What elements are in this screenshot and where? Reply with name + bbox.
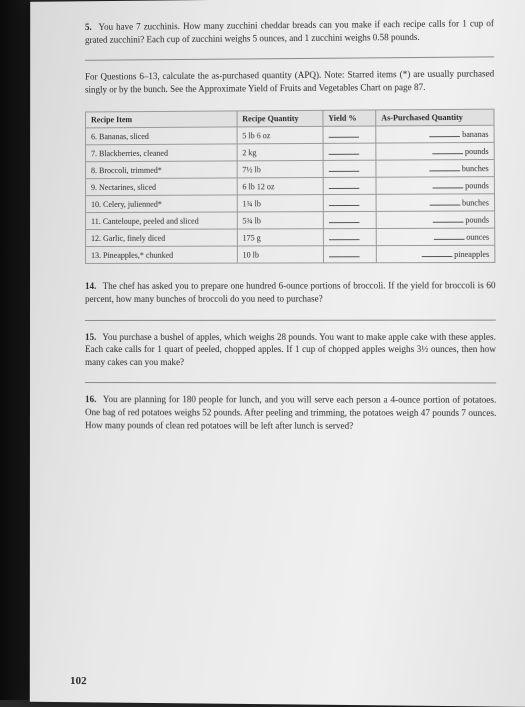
cell-item: 11. Canteloupe, peeled and sliced — [86, 212, 237, 230]
section-instructions: For Questions 6–13, calculate the as-pur… — [85, 68, 494, 96]
cell-apq: pineapples — [376, 246, 495, 263]
cell-apq: pounds — [376, 177, 495, 195]
cell-item: 7. Blackberries, cleaned — [86, 144, 237, 162]
cell-qty: 7½ lb — [237, 161, 323, 178]
table-row: 9. Nectarines, sliced6 lb 12 oz pounds — [86, 177, 495, 196]
cell-apq: bananas — [376, 126, 494, 144]
col-qty: Recipe Quantity — [237, 111, 323, 128]
question-number: 16. — [85, 394, 96, 404]
cell-apq: bunches — [376, 194, 495, 212]
question-number: 14. — [85, 281, 96, 291]
cell-yield — [323, 161, 376, 178]
cell-item: 6. Bananas, sliced — [86, 127, 237, 145]
page-number: 102 — [70, 675, 87, 687]
question-text: The chef has asked you to prepare one hu… — [85, 281, 496, 304]
cell-item: 9. Nectarines, sliced — [86, 178, 237, 196]
cell-item: 13. Pineapples,* chunked — [86, 246, 237, 263]
table-row: 13. Pineapples,* chunked10 lb pineapples — [86, 246, 495, 264]
question-text: You are planning for 180 people for lunc… — [85, 394, 496, 430]
table-row: 12. Garlic, finely diced175 g ounces — [86, 228, 495, 246]
cell-qty: 1¾ lb — [237, 195, 323, 212]
cell-item: 8. Broccoli, trimmed* — [86, 161, 237, 179]
question-number: 5. — [85, 22, 92, 32]
cell-yield — [323, 229, 376, 246]
col-apq: As-Purchased Quantity — [376, 110, 494, 127]
cell-qty: 5¾ lb — [237, 212, 323, 229]
question-text: You have 7 zucchinis. How many zucchini … — [85, 18, 494, 44]
divider — [85, 382, 496, 383]
col-yield: Yield % — [323, 110, 376, 126]
question-text: You purchase a bushel of apples, which w… — [85, 331, 496, 367]
cell-yield — [323, 126, 376, 143]
question-5: 5. You have 7 zucchinis. How many zucchi… — [85, 17, 494, 46]
cell-apq: ounces — [376, 228, 495, 246]
question-16: 16. You are planning for 180 people for … — [85, 393, 496, 432]
cell-apq: pounds — [376, 211, 495, 229]
table-row: 7. Blackberries, cleaned2 kg pounds — [86, 143, 495, 162]
cell-qty: 5 lb 6 oz — [237, 127, 323, 145]
apq-table: Recipe Item Recipe Quantity Yield % As-P… — [85, 109, 495, 264]
cell-item: 12. Garlic, finely diced — [86, 229, 237, 246]
cell-apq: bunches — [376, 160, 495, 178]
divider — [85, 57, 494, 61]
book-spine-shadow — [0, 0, 30, 700]
table-row: 10. Celery, julienned*1¾ lb bunches — [86, 194, 495, 213]
cell-qty: 10 lb — [237, 246, 323, 263]
table-row: 11. Canteloupe, peeled and sliced5¾ lb p… — [86, 211, 495, 230]
cell-yield — [323, 246, 376, 263]
question-14: 14. The chef has asked you to prepare on… — [85, 280, 496, 306]
cell-yield — [323, 178, 376, 195]
divider — [85, 319, 496, 320]
table-row: 8. Broccoli, trimmed*7½ lb bunches — [86, 160, 495, 179]
textbook-page: 5. You have 7 zucchinis. How many zucchi… — [30, 0, 525, 707]
col-item: Recipe Item — [86, 111, 237, 128]
cell-qty: 2 kg — [237, 144, 323, 162]
cell-item: 10. Celery, julienned* — [86, 195, 237, 213]
cell-yield — [323, 212, 376, 229]
cell-yield — [323, 195, 376, 212]
question-15: 15. You purchase a bushel of apples, whi… — [85, 330, 496, 368]
cell-yield — [323, 143, 376, 160]
cell-qty: 6 lb 12 oz — [237, 178, 323, 195]
cell-apq: pounds — [376, 143, 495, 161]
cell-qty: 175 g — [237, 229, 323, 246]
question-number: 15. — [85, 332, 96, 342]
